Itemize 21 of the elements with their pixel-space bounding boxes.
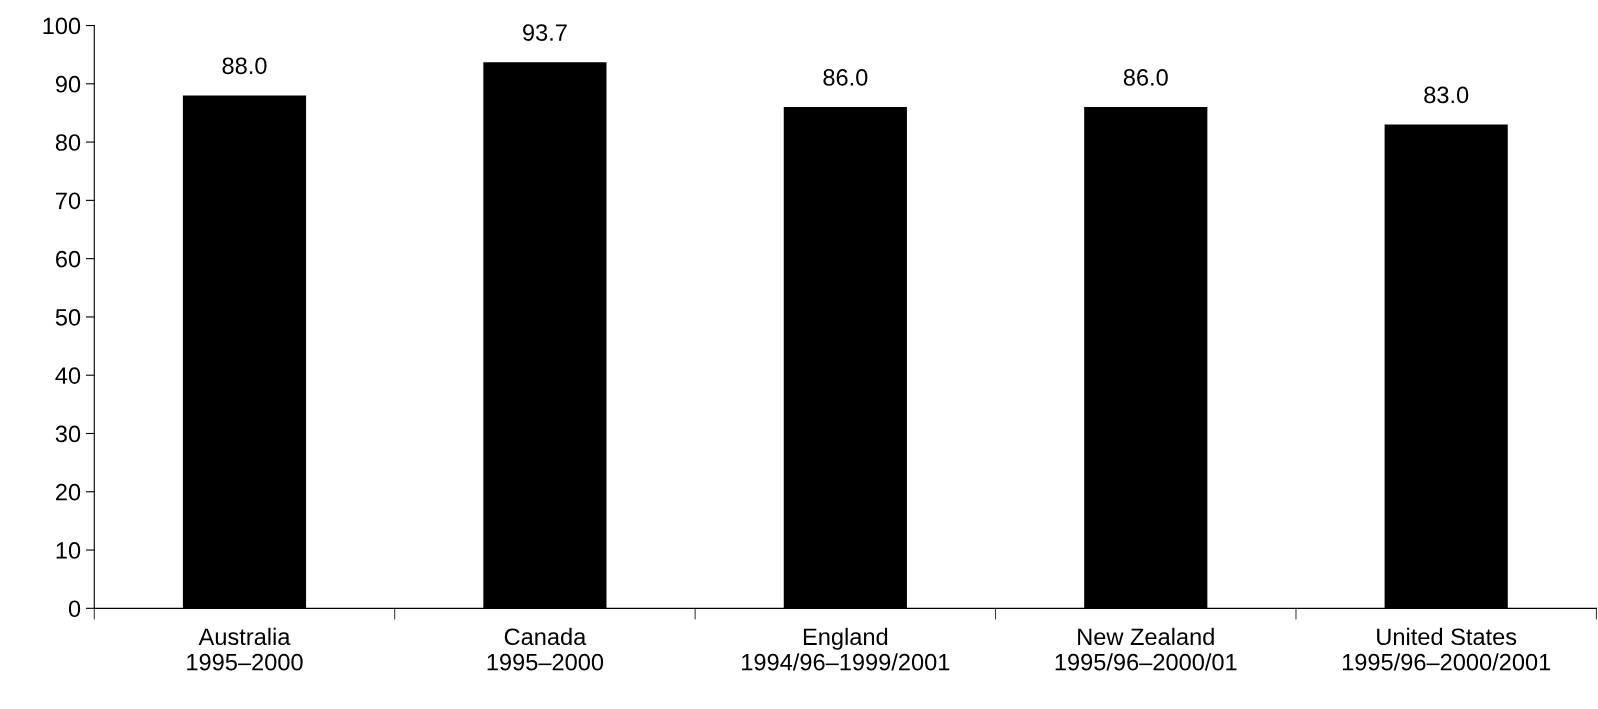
y-tick-label: 50 [55, 308, 81, 326]
data-label: 88.0 [222, 57, 267, 75]
y-tick-label: 40 [55, 367, 81, 384]
x-tick-label: England 1994/96–1999/2001 [742, 627, 950, 671]
data-label: 86.0 [1123, 69, 1168, 86]
y-tick-label: 10 [56, 542, 81, 559]
x-tick-label: United States 1995/96–2000/2001 [1342, 627, 1551, 671]
x-tick-label: Canada 1995–2000 [487, 627, 604, 671]
data-label: 93.7 [523, 24, 567, 41]
x-tick-label: New Zealand 1995/96–2000/01 [1055, 627, 1237, 671]
x-tick-label: Australia 1995–2000 [187, 627, 303, 671]
y-tick-label: 60 [56, 250, 81, 268]
y-tick-label: 90 [55, 75, 81, 93]
y-tick-label: 0 [68, 600, 81, 618]
data-label: 86.0 [823, 69, 868, 86]
data-label: 83.0 [1424, 86, 1469, 104]
y-tick-label: 20 [56, 483, 81, 501]
y-tick-label: 30 [55, 425, 81, 443]
y-tick-label: 100 [43, 17, 81, 35]
y-tick-label: 70 [56, 192, 81, 210]
y-tick-label: 80 [55, 134, 81, 151]
